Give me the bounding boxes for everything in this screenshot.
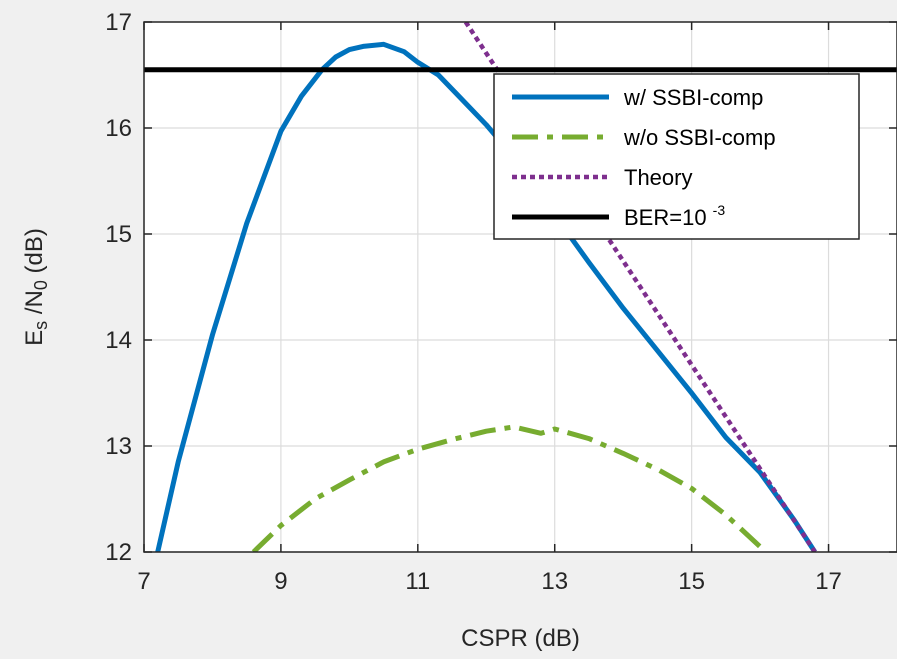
x-axis-label: CSPR (dB): [461, 625, 580, 652]
y-axis-label-sub1: s: [31, 321, 51, 330]
legend-box: [493, 73, 860, 240]
x-tick-label-1: 9: [274, 568, 287, 595]
y-tick-label-0: 12: [105, 539, 132, 566]
x-tick-labels: 7 9 11 13 15 17: [137, 568, 842, 595]
legend-label-3: BER=10 -3: [624, 202, 725, 230]
axes-box: [143, 21, 897, 553]
y-tick-label-3: 15: [105, 221, 132, 248]
legend: w/ SSBI-comp w/o SSBI-comp Theory BER=10 -3: [493, 73, 860, 240]
x-tick-label-0: 7: [137, 568, 150, 595]
x-tick-label-2: 11: [405, 568, 430, 595]
axes: [143, 21, 897, 553]
series-line-2: [463, 22, 817, 552]
legend-label-0: w/ SSBI-comp: [623, 85, 763, 110]
x-tick-label-3: 13: [541, 568, 568, 595]
legend-label-2: Theory: [624, 165, 692, 190]
series-line-1: [251, 424, 766, 552]
y-axis-label-main: E: [21, 330, 48, 346]
y-axis-label: Es /N0 (dB): [21, 228, 51, 346]
legend-label-1: w/o SSBI-comp: [623, 125, 776, 150]
y-tick-label-1: 13: [105, 433, 132, 460]
y-tick-label-5: 17: [105, 9, 132, 36]
x-tick-label-5: 17: [815, 568, 842, 595]
y-tick-label-2: 14: [105, 327, 132, 354]
y-tick-labels: 12 13 14 15 16 17: [105, 9, 132, 566]
y-axis-label-mid: /N: [21, 290, 48, 321]
y-tick-label-4: 16: [105, 115, 132, 142]
series-layer: [144, 22, 897, 552]
y-axis-label-sub2: 0: [31, 280, 51, 290]
y-axis-label-tail: (dB): [21, 228, 48, 280]
x-tick-label-4: 15: [678, 568, 705, 595]
